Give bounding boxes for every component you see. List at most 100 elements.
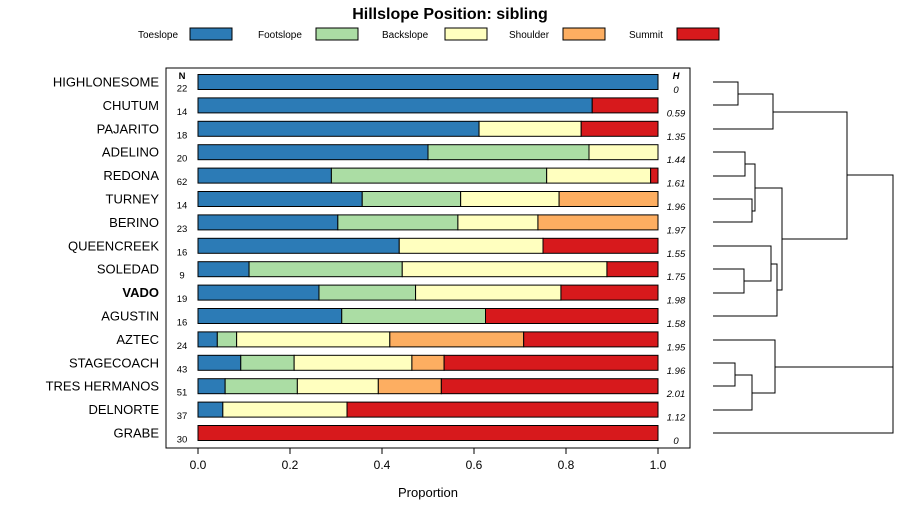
- bar-segment-toeslope: [197, 191, 363, 207]
- row-label: CHUTUM: [103, 98, 159, 113]
- bar-segment-toeslope: [197, 214, 339, 231]
- bar-row: TRES HERMANOS 51 2.01: [46, 378, 686, 400]
- dendrogram-link: [713, 374, 753, 411]
- dendrogram-link: [847, 174, 894, 400]
- bar-segment-shoulder: [389, 331, 525, 348]
- bar-segment-backslope: [478, 120, 582, 137]
- bar-row: DELNORTE 37 1.12: [88, 401, 686, 424]
- row-h: 1.75: [667, 272, 686, 283]
- bars: HIGHLONESOME 22 0 CHUTUM 14 0.59 PAJARITO 18 1.3…: [46, 74, 686, 447]
- dendrogram-link: [713, 263, 778, 317]
- bar-segment-summit: [346, 401, 659, 418]
- legend-label-toeslope: Toeslope: [138, 30, 178, 41]
- bar-segment-summit: [650, 167, 659, 184]
- dendrogram-link: [713, 198, 753, 223]
- dendrogram: [713, 81, 894, 434]
- row-label: TURNEY: [106, 192, 160, 207]
- bar-segment-toeslope: [197, 74, 659, 90]
- row-n: 9: [179, 271, 184, 282]
- dendrogram-link: [713, 81, 739, 106]
- dendrogram-link: [713, 245, 772, 282]
- row-h: 1.97: [667, 225, 686, 236]
- bar-segment-footslope: [318, 284, 417, 301]
- bar-segment-backslope: [401, 261, 608, 278]
- bar-segment-toeslope: [197, 261, 250, 278]
- row-label: DELNORTE: [88, 402, 159, 417]
- dendrogram-link: [745, 163, 756, 212]
- row-n: 62: [177, 177, 188, 188]
- row-n: 23: [177, 224, 188, 235]
- row-label: HIGHLONESOME: [53, 75, 160, 90]
- row-h: 0: [673, 85, 679, 96]
- row-h: 2.01: [666, 389, 686, 400]
- bar-segment-backslope: [415, 284, 562, 301]
- bar-row: VADO 19 1.98: [122, 284, 686, 307]
- row-label: AGUSTIN: [101, 309, 159, 324]
- bar-segment-summit: [197, 425, 659, 441]
- n-header: N: [179, 71, 186, 82]
- bar-segment-summit: [580, 120, 659, 137]
- bar-segment-footslope: [330, 167, 548, 184]
- bar-segment-toeslope: [197, 237, 400, 254]
- bar-segment-backslope: [236, 331, 391, 348]
- bar-segment-shoulder: [377, 378, 442, 395]
- legend-label-footslope: Footslope: [258, 30, 302, 41]
- bar-row: TURNEY 14 1.96: [106, 191, 686, 213]
- dendrogram-link: [713, 362, 736, 387]
- bar-segment-toeslope: [197, 284, 320, 301]
- bar-segment-summit: [542, 237, 659, 254]
- x-tick-label: 0.6: [466, 458, 483, 472]
- bar-segment-summit: [560, 284, 659, 301]
- legend-swatch-toeslope: [189, 27, 233, 41]
- legend-label-summit: Summit: [629, 30, 663, 41]
- x-tick-label: 0.0: [190, 458, 207, 472]
- bar-segment-shoulder: [411, 354, 445, 371]
- x-tick-label: 1.0: [650, 458, 667, 472]
- x-tick-label: 0.8: [558, 458, 575, 472]
- bar-segment-footslope: [341, 308, 486, 324]
- bar-segment-toeslope: [197, 308, 343, 324]
- bar-segment-toeslope: [197, 378, 226, 395]
- bar-row: STAGECOACH 43 1.96: [69, 354, 686, 377]
- bar-segment-toeslope: [197, 401, 224, 418]
- dendrogram-link: [713, 268, 745, 294]
- row-h: 1.61: [667, 179, 686, 190]
- row-n: 16: [177, 318, 188, 329]
- row-h: 1.58: [667, 319, 686, 330]
- plot-frame: [165, 67, 691, 449]
- x-tick-label: 0.2: [282, 458, 299, 472]
- legend-swatch-footslope: [315, 27, 359, 41]
- bar-segment-summit: [485, 308, 659, 324]
- row-label: SOLEDAD: [97, 262, 159, 277]
- row-h: 1.55: [667, 249, 686, 260]
- bar-segment-toeslope: [197, 331, 218, 348]
- row-n: 19: [177, 294, 188, 305]
- row-label: PAJARITO: [97, 121, 159, 136]
- bar-segment-summit: [440, 378, 659, 395]
- bar-segment-backslope: [293, 354, 413, 371]
- bar-row: GRABE 30 0: [113, 425, 679, 447]
- row-h: 1.96: [667, 202, 686, 213]
- row-label: QUEENCREEK: [68, 238, 159, 253]
- bar-row: SOLEDAD 9 1.75: [97, 261, 686, 283]
- row-label: STAGECOACH: [69, 355, 159, 370]
- dendrogram-link: [713, 366, 894, 434]
- row-label: GRABE: [113, 426, 159, 441]
- bar-segment-summit: [443, 354, 659, 371]
- row-label: AZTEC: [116, 332, 159, 347]
- bar-segment-shoulder: [558, 191, 659, 207]
- bar-segment-summit: [606, 261, 659, 278]
- bar-row: BERINO 23 1.97: [109, 214, 686, 236]
- bar-segment-backslope: [588, 144, 659, 161]
- row-label: TRES HERMANOS: [46, 379, 160, 394]
- row-h: 0: [673, 436, 679, 447]
- dendrogram-link: [755, 187, 783, 291]
- row-n: 43: [177, 364, 188, 375]
- bar-segment-footslope: [240, 354, 295, 371]
- legend-swatch-shoulder: [562, 27, 606, 41]
- h-header: H: [673, 71, 681, 82]
- bar-segment-toeslope: [197, 144, 429, 161]
- bar-segment-footslope: [361, 191, 462, 207]
- row-label: ADELINO: [102, 145, 159, 160]
- bar-segment-summit: [591, 97, 659, 114]
